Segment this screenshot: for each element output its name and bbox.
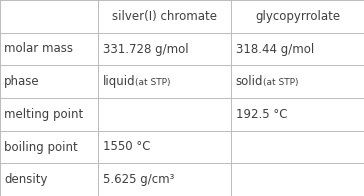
Text: 5.625 g/cm³: 5.625 g/cm³ [103, 173, 174, 186]
Text: melting point: melting point [4, 108, 84, 121]
Text: 1550 °C: 1550 °C [103, 141, 150, 153]
Text: 318.44 g/mol: 318.44 g/mol [236, 43, 314, 55]
Text: molar mass: molar mass [4, 43, 74, 55]
Text: 192.5 °C: 192.5 °C [236, 108, 287, 121]
Text: 331.728 g/mol: 331.728 g/mol [103, 43, 188, 55]
Text: solid: solid [236, 75, 263, 88]
Text: boiling point: boiling point [4, 141, 78, 153]
Text: liquid: liquid [103, 75, 135, 88]
Text: (at STP): (at STP) [135, 78, 170, 87]
Text: silver(I) chromate: silver(I) chromate [112, 10, 217, 23]
Text: density: density [4, 173, 48, 186]
Text: phase: phase [4, 75, 40, 88]
Text: (at STP): (at STP) [263, 78, 299, 87]
Text: glycopyrrolate: glycopyrrolate [255, 10, 340, 23]
